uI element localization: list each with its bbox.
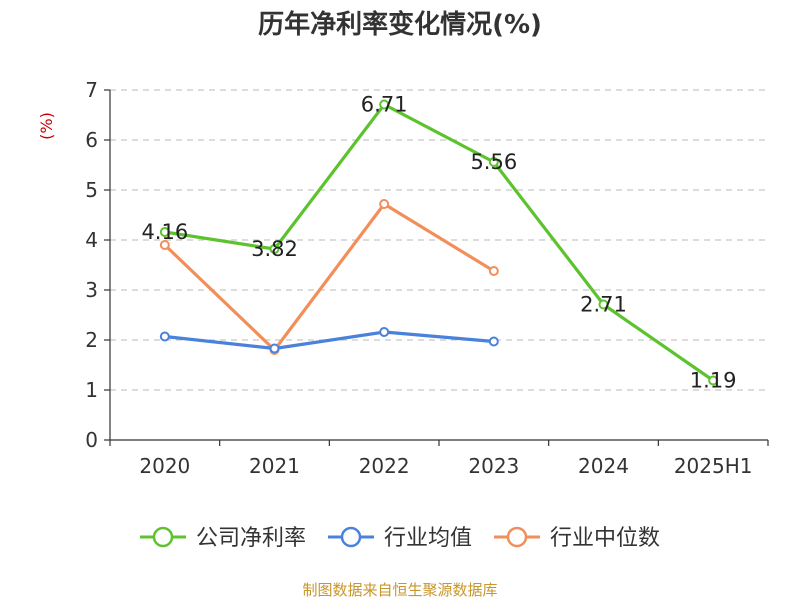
data-point [379,99,390,110]
data-label: 3.82 [251,237,298,261]
y-tick-label: 2 [85,328,98,352]
x-tick-label: 2024 [578,454,629,478]
series-line [164,102,715,382]
legend-marker [506,526,528,548]
source-note: 制图数据来自恒生聚源数据库 [302,581,497,599]
data-point [598,299,609,310]
data-point [379,199,390,209]
legend-marker [340,526,362,548]
x-tick-label: 2021 [249,454,300,478]
legend-label: 行业均值 [384,526,472,551]
y-tick-label: 7 [85,78,98,102]
data-label: 6.71 [361,93,408,117]
data-label: 5.56 [470,150,517,174]
data-label: 2.71 [580,293,627,317]
y-tick-label: 3 [85,278,98,302]
data-point [159,331,170,342]
data-point [379,327,390,337]
chart-title: 历年净利率变化情况(%) [258,9,542,40]
x-tick-label: 2023 [468,454,519,478]
y-axis-unit: (%) [37,112,56,140]
legend-item: 公司净利率 [140,526,306,551]
data-point [488,336,499,347]
legend-label: 行业中位数 [550,526,660,551]
data-point [708,375,719,386]
data-point [159,227,170,237]
data-point [488,157,499,167]
y-tick-label: 6 [85,128,98,152]
y-tick-label: 0 [85,428,98,452]
data-point [269,343,280,354]
data-point [269,244,280,254]
data-point [159,240,170,250]
data-label: 4.16 [141,220,188,244]
series-line [163,202,495,352]
legend-marker [152,526,174,548]
data-point [488,266,499,276]
legend-label: 公司净利率 [196,526,306,551]
data-label: 1.19 [690,369,737,393]
x-tick-label: 2022 [359,454,410,478]
series-line [164,330,494,351]
y-tick-label: 4 [85,228,98,252]
legend-item: 行业均值 [328,526,472,551]
x-tick-label: 2020 [139,454,190,478]
y-tick-label: 1 [85,378,98,402]
y-tick-label: 5 [85,178,98,202]
legend-item: 行业中位数 [494,526,660,551]
x-tick-label: 2025H1 [674,454,753,478]
